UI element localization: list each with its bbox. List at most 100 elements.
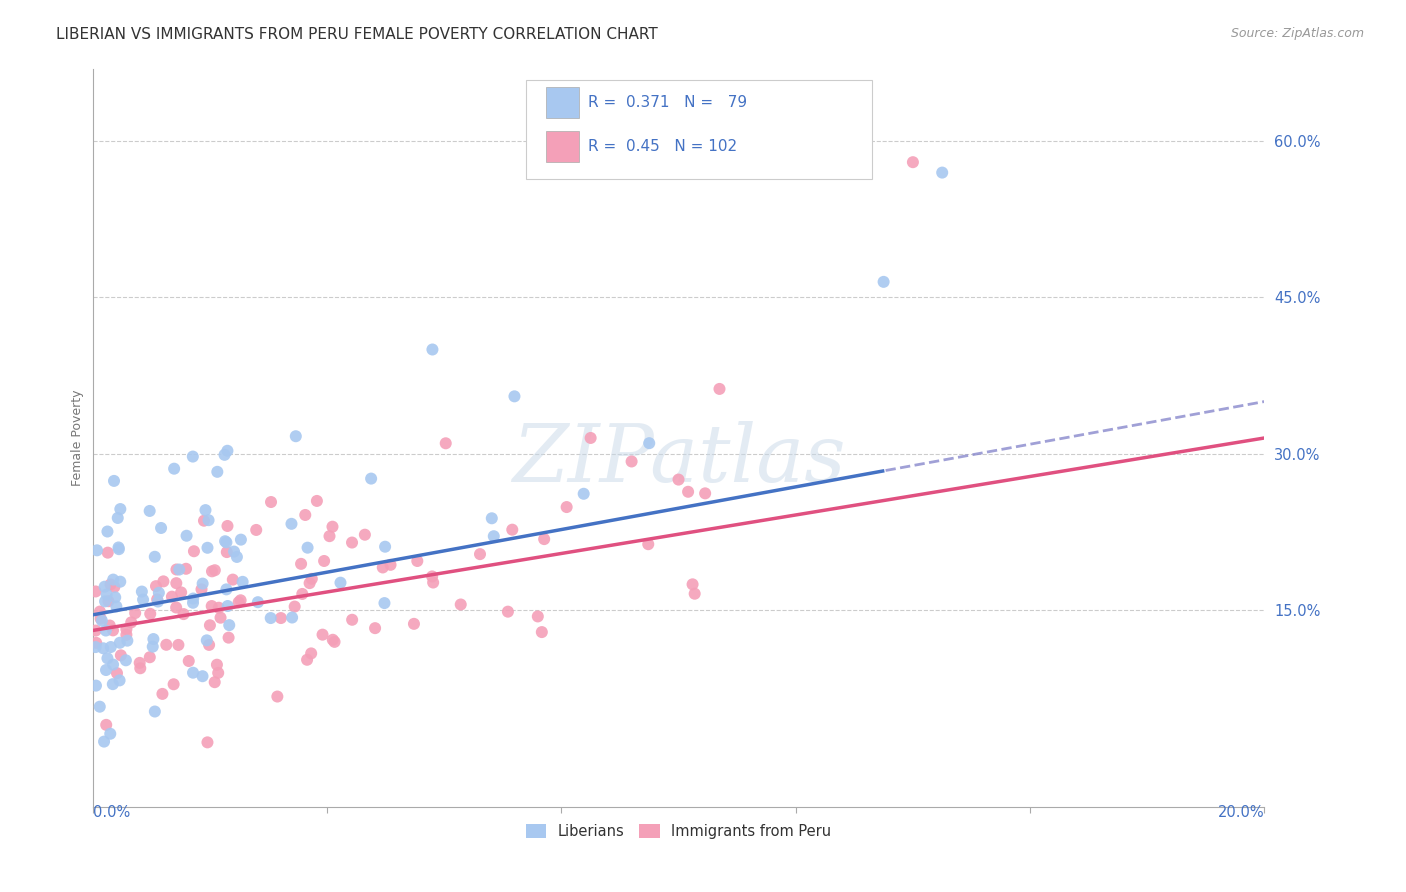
Text: 20.0%: 20.0% (1218, 805, 1264, 820)
Point (108, 673, 131, 688)
Point (245, 523, 267, 537)
Point (197, 513, 219, 527)
Point (638, 436, 661, 450)
Point (197, 735, 219, 749)
Point (84, 679, 107, 693)
Point (222, 544, 245, 558)
Point (107, 541, 129, 555)
Point (190, 582, 212, 597)
Point (270, 611, 292, 625)
Point (84, 640, 107, 654)
Point (232, 574, 254, 589)
Point (115, 628, 138, 642)
Point (174, 562, 197, 576)
Point (98, 727, 121, 741)
Point (204, 675, 226, 690)
Text: R =  0.371   N =   79: R = 0.371 N = 79 (588, 95, 748, 111)
Point (108, 542, 131, 557)
Point (209, 610, 232, 624)
Point (217, 599, 239, 613)
FancyBboxPatch shape (526, 79, 872, 179)
Point (218, 618, 240, 632)
Legend: Liberians, Immigrants from Peru: Liberians, Immigrants from Peru (520, 818, 837, 845)
Point (901, 155, 924, 169)
Point (191, 576, 214, 591)
Point (129, 661, 152, 675)
Point (143, 549, 166, 564)
Point (167, 638, 190, 652)
Point (108, 636, 131, 650)
Point (207, 465, 229, 479)
Point (93, 580, 115, 594)
Text: 0.0%: 0.0% (93, 805, 129, 820)
Point (284, 599, 307, 614)
Point (97, 546, 120, 560)
Point (323, 635, 346, 649)
Point (191, 669, 214, 683)
Point (195, 633, 218, 648)
Point (555, 500, 578, 514)
Point (198, 618, 221, 632)
Point (422, 575, 444, 590)
Point (165, 576, 187, 591)
Point (683, 587, 706, 601)
Point (280, 516, 302, 531)
Point (217, 519, 239, 533)
Point (422, 343, 444, 357)
Point (205, 657, 228, 672)
Point (124, 606, 146, 620)
Point (217, 443, 239, 458)
Point (94, 624, 117, 638)
Point (128, 656, 150, 670)
Y-axis label: Female Poverty: Female Poverty (72, 390, 84, 486)
Point (155, 638, 177, 652)
Point (96, 588, 118, 602)
Point (364, 621, 387, 635)
Point (132, 592, 155, 607)
Point (204, 563, 226, 577)
Bar (546, 131, 579, 161)
Point (181, 665, 204, 680)
Point (676, 484, 699, 499)
Point (100, 640, 122, 654)
Point (222, 573, 245, 587)
Point (181, 591, 204, 606)
Point (90, 611, 112, 625)
Point (215, 582, 238, 597)
Point (84, 636, 107, 650)
Point (360, 472, 382, 486)
Point (579, 431, 602, 445)
Text: ZIPatlas: ZIPatlas (512, 421, 845, 499)
Point (183, 544, 205, 558)
Point (145, 579, 167, 593)
Point (872, 275, 894, 289)
Point (167, 562, 190, 576)
Point (142, 632, 165, 646)
Point (284, 429, 307, 443)
Point (709, 382, 731, 396)
Point (93, 734, 115, 748)
Point (374, 540, 396, 554)
Point (181, 450, 204, 464)
Point (321, 519, 343, 533)
Point (101, 657, 124, 672)
Point (218, 631, 240, 645)
Point (201, 564, 224, 578)
Point (139, 607, 162, 621)
Point (117, 633, 139, 648)
Point (152, 574, 174, 589)
Text: LIBERIAN VS IMMIGRANTS FROM PERU FEMALE POVERTY CORRELATION CHART: LIBERIAN VS IMMIGRANTS FROM PERU FEMALE … (56, 27, 658, 42)
Point (530, 625, 553, 640)
Point (131, 584, 153, 599)
Point (96, 651, 118, 665)
Point (101, 677, 124, 691)
Point (290, 557, 312, 571)
Point (96, 718, 118, 732)
Point (340, 613, 363, 627)
Point (173, 607, 195, 621)
Point (228, 595, 250, 609)
Point (110, 574, 132, 589)
Point (89, 699, 111, 714)
Point (152, 687, 174, 701)
Point (305, 494, 328, 508)
